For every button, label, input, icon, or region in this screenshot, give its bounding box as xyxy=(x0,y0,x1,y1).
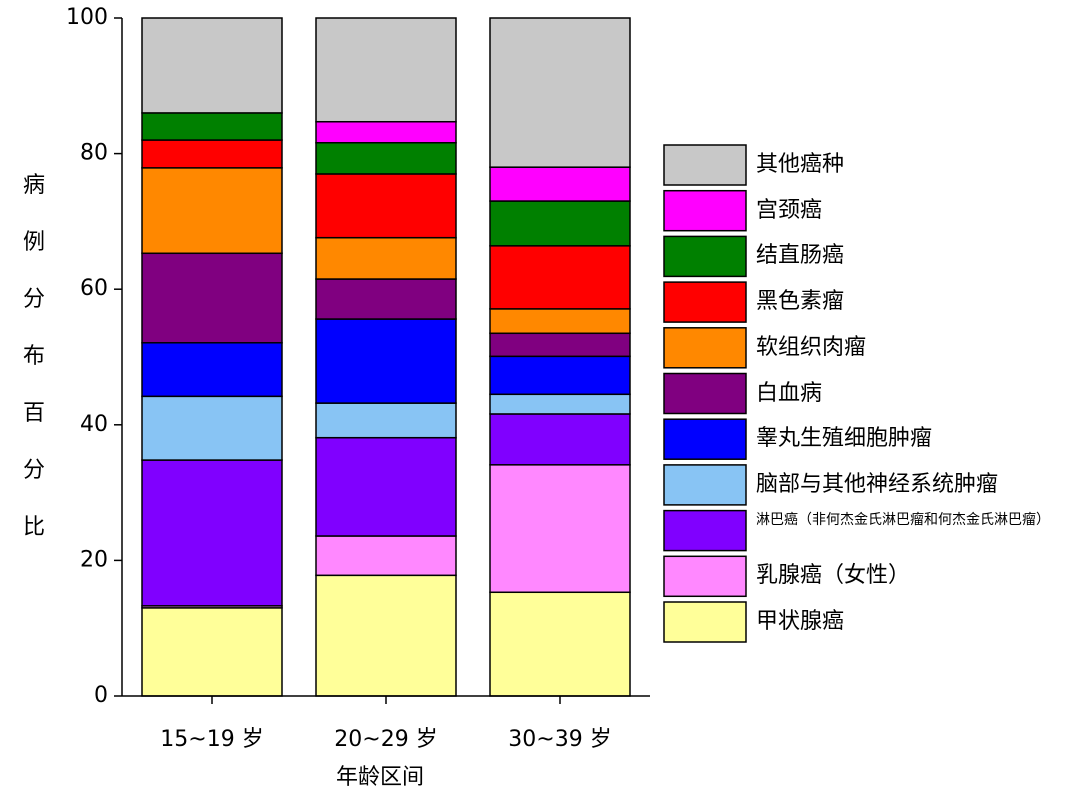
legend-label: 白血病 xyxy=(756,380,823,406)
bar-segment xyxy=(141,252,283,344)
x-tick-label: 15~19 岁 xyxy=(160,727,263,752)
legend-label-box: 脑部与其他神经系统肿瘤 xyxy=(756,471,999,497)
legend-swatch xyxy=(663,235,747,278)
legend-label: 黑色素瘤 xyxy=(756,289,845,315)
y-tick-label: 100 xyxy=(66,5,108,30)
bar-segment xyxy=(489,591,631,697)
legend-swatch xyxy=(663,555,747,598)
bar-segment xyxy=(315,318,457,404)
bar-segment xyxy=(315,278,457,320)
bar-segment xyxy=(315,142,457,175)
legend-label: 其他癌种 xyxy=(756,152,845,177)
bar-segment xyxy=(141,607,283,697)
y-tick-label: 20 xyxy=(80,547,108,572)
legend-label: 脑部与其他神经系统肿瘤 xyxy=(756,471,999,497)
bar-segment xyxy=(489,308,631,335)
bar-segment xyxy=(141,139,283,169)
legend-swatch xyxy=(663,327,747,369)
bar-segment xyxy=(141,112,283,141)
bar-segment xyxy=(489,245,631,310)
bar-segment xyxy=(141,17,283,114)
legend-swatch xyxy=(663,509,747,552)
bar-segment xyxy=(489,17,631,168)
legend-label: 淋巴癌（非何杰金氏淋巴瘤和何杰金氏淋巴瘤） xyxy=(756,511,1050,528)
legend-label: 结直肠癌 xyxy=(756,243,845,269)
y-tick-label: 80 xyxy=(80,141,108,166)
legend-label-box: 软组织肉瘤 xyxy=(756,334,867,360)
legend-label-box: 宫颈癌 xyxy=(756,197,823,223)
legend-label-box: 黑色素瘤 xyxy=(756,289,845,315)
bar-segment xyxy=(489,464,631,594)
bar-segment xyxy=(315,574,457,697)
legend-swatch xyxy=(663,601,747,643)
bar-segment xyxy=(489,332,631,358)
bar-segment xyxy=(315,535,457,577)
bar-segment xyxy=(489,200,631,247)
bar-segment xyxy=(315,236,457,280)
legend-swatch xyxy=(663,464,747,506)
legend-swatch xyxy=(663,418,747,460)
legend-label: 宫颈癌 xyxy=(756,197,823,223)
legend-label-box: 白血病 xyxy=(756,380,823,406)
legend-swatch xyxy=(663,144,747,186)
x-tick-label: 20~29 岁 xyxy=(334,727,437,752)
legend-label-box: 淋巴癌（非何杰金氏淋巴瘤和何杰金氏淋巴瘤） xyxy=(756,511,1050,528)
x-axis-label: 年龄区间 xyxy=(336,765,424,790)
legend-label-box: 乳腺癌（女性） xyxy=(756,563,911,589)
bar-segment xyxy=(141,395,283,461)
legend-swatch xyxy=(663,189,747,232)
legend-label-box: 甲状腺癌 xyxy=(756,609,845,634)
legend-swatch xyxy=(663,372,747,415)
y-tick-label: 60 xyxy=(80,276,108,301)
bar-segment xyxy=(489,413,631,466)
bar-segment xyxy=(315,120,457,144)
legend-label-box: 结直肠癌 xyxy=(756,243,845,269)
bar-segment xyxy=(315,436,457,537)
y-tick-label: 0 xyxy=(94,683,108,708)
legend-label: 甲状腺癌 xyxy=(756,609,845,634)
y-axis-label: 病例分布百分比 xyxy=(23,173,45,540)
legend-label: 软组织肉瘤 xyxy=(756,334,867,360)
legend-label: 睾丸生殖细胞肿瘤 xyxy=(756,426,933,452)
bar-segment xyxy=(315,173,457,239)
bar-segment xyxy=(489,393,631,415)
bar-segment xyxy=(141,167,283,255)
legend-label-box: 睾丸生殖细胞肿瘤 xyxy=(756,426,933,452)
y-tick-label: 40 xyxy=(80,412,108,437)
x-tick-label: 30~39 岁 xyxy=(508,727,611,752)
bar-segment xyxy=(489,355,631,396)
bar-segment xyxy=(315,17,457,123)
bar-segment xyxy=(489,166,631,202)
bar-segment xyxy=(141,342,283,398)
legend-label: 乳腺癌（女性） xyxy=(756,563,911,589)
bar-segment xyxy=(141,459,283,607)
bar-segment xyxy=(315,402,457,439)
legend-swatch xyxy=(663,281,747,323)
legend-label-box: 其他癌种 xyxy=(756,152,845,177)
